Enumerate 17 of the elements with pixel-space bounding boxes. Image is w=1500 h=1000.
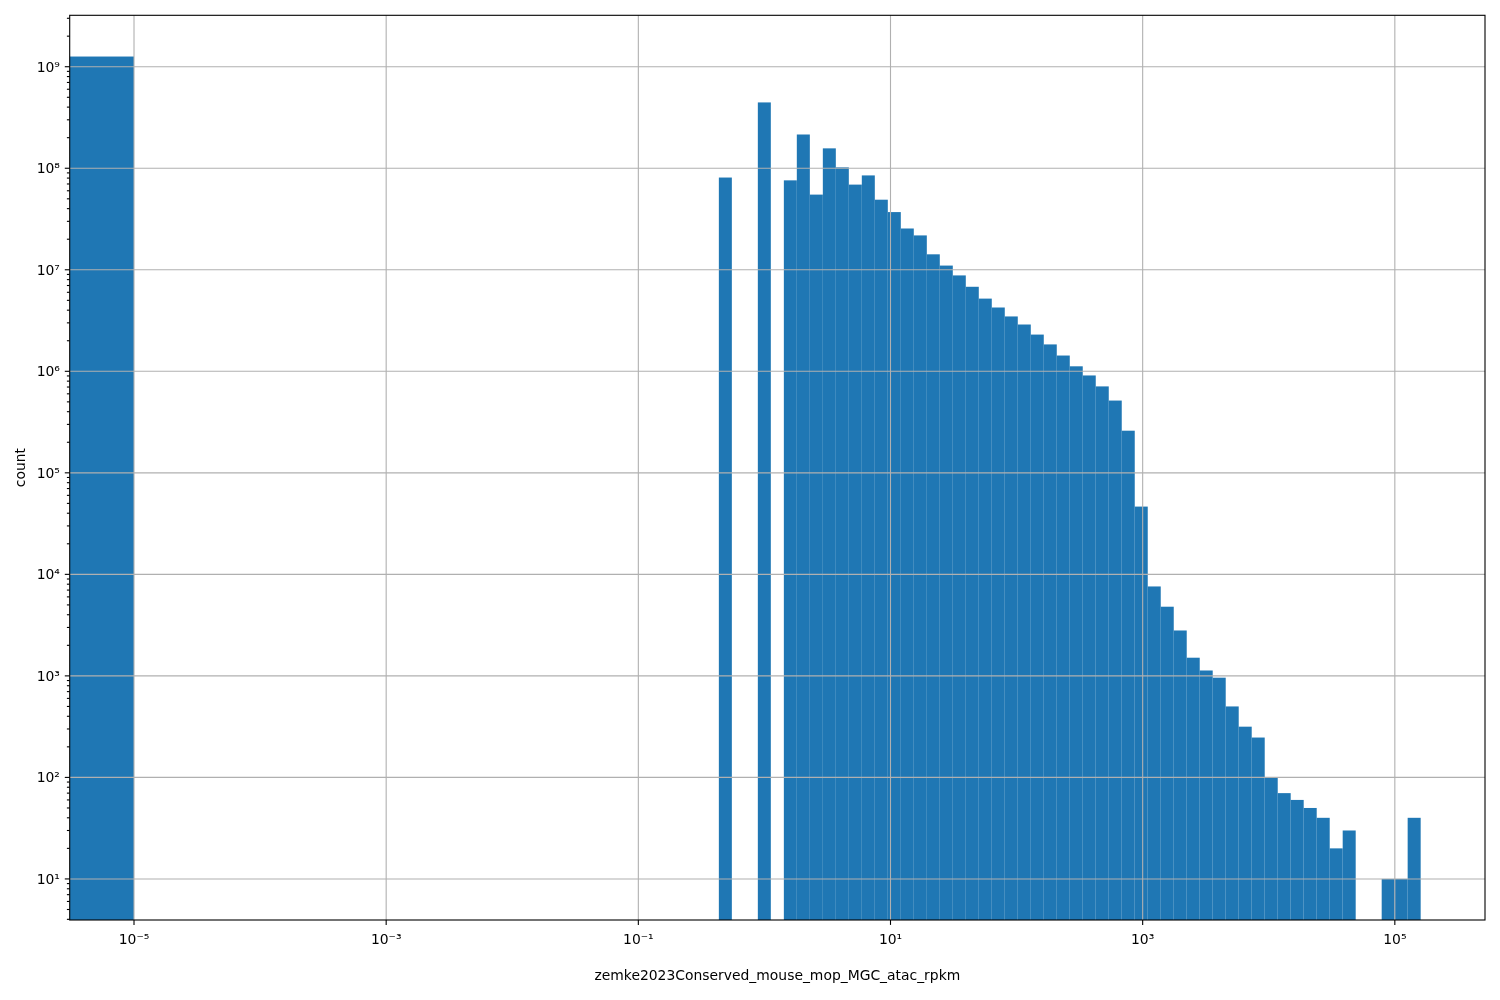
x-tick-label: 10⁵	[1383, 931, 1407, 947]
y-tick-label: 10⁸	[36, 160, 61, 177]
y-tick-label: 10⁵	[36, 464, 60, 481]
y-tick-label: 10⁶	[36, 363, 61, 380]
y-axis-title: count	[12, 447, 28, 488]
y-tick-label: 10⁹	[36, 58, 61, 75]
x-tick-label: 10⁻¹	[623, 931, 654, 947]
y-tick-label: 10⁷	[36, 261, 60, 278]
x-tick-label: 10³	[1131, 931, 1155, 947]
x-tick-label: 10⁻⁵	[118, 931, 150, 947]
x-tick-label: 10¹	[878, 931, 903, 947]
x-tick-label: 10⁻³	[370, 931, 402, 947]
x-axis-title: zemke2023Conserved_mouse_mop_MGC_atac_rpkm	[594, 967, 961, 983]
y-tick-label: 10⁴	[36, 566, 61, 583]
y-tick-label: 10¹	[36, 870, 60, 887]
y-tick-label: 10³	[36, 667, 60, 684]
y-tick-label: 10²	[36, 769, 60, 786]
